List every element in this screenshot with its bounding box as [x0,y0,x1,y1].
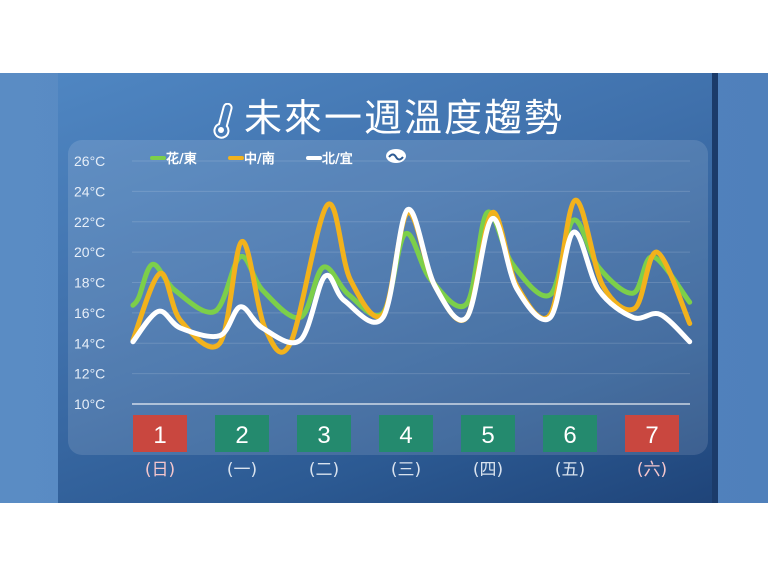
weekday-label: (一) [227,460,257,480]
y-tick-label: 20°C [74,244,105,260]
day-box [379,415,433,452]
day-number: 4 [399,422,412,449]
thermometer-icon [213,102,233,139]
day-number: 6 [563,422,576,449]
day-number: 1 [153,422,166,449]
y-tick-label: 18°C [74,275,105,291]
day-number: 7 [645,422,658,449]
legend-label: 花/東 [166,151,197,167]
day-box [297,415,351,452]
series-line-3 [130,207,693,346]
y-tick-label: 12°C [74,366,105,382]
y-tick-label: 16°C [74,305,105,321]
day-box [215,415,269,452]
y-tick-label: 22°C [74,214,105,230]
chart-title-row: 未來一週溫度趨勢 [58,87,718,142]
day-box [543,415,597,452]
legend-label: 北/宜 [322,151,353,167]
legend-label: 中/南 [244,151,275,167]
weekday-label: (五) [555,460,585,480]
weekday-label: (四) [473,460,503,480]
weekday-label: (日) [145,460,175,480]
weekday-label: (二) [309,460,339,480]
weekday-label: (三) [391,460,421,480]
y-tick-label: 14°C [74,335,105,351]
day-box [133,415,187,452]
day-number: 2 [235,422,248,449]
day-number: 3 [317,422,330,449]
day-number: 5 [481,422,494,449]
y-tick-label: 24°C [74,183,105,199]
day-box [461,415,515,452]
weather-bureau-logo [386,149,406,163]
y-tick-label: 26°C [74,153,105,169]
logo-wave [388,153,404,161]
weekday-label: (六) [637,460,667,480]
chart-title: 未來一週溫度趨勢 [243,96,564,140]
y-tick-label: 10°C [74,396,105,412]
day-box [625,415,679,452]
